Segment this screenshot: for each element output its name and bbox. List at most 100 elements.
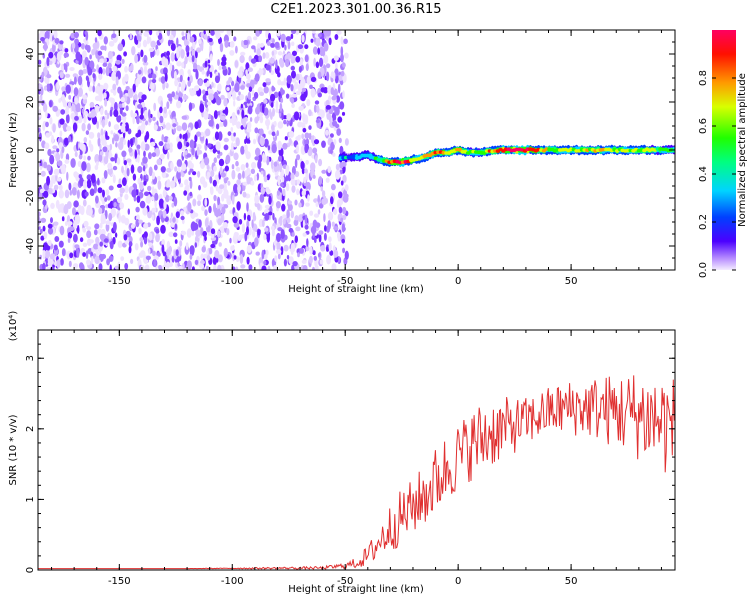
heatmap-noise-cell (264, 204, 270, 209)
heatmap-noise-cell (164, 58, 169, 68)
heatmap-noise-cell (237, 184, 241, 193)
heatmap-noise-cell (73, 200, 79, 208)
heatmap-noise-cell (164, 254, 168, 262)
heatmap-noise-cell (121, 58, 125, 64)
heatmap-noise-cell (188, 171, 191, 175)
heatmap-noise-cell (250, 180, 255, 186)
heatmap-noise-cell (333, 55, 339, 61)
heatmap-noise-cell (178, 82, 182, 88)
heatmap-noise-cell (98, 263, 103, 270)
heatmap-noise-cell (192, 171, 197, 176)
heatmap-noise-cell (210, 228, 216, 235)
heatmap-noise-cell (131, 46, 136, 56)
heatmap-noise-cell (184, 56, 188, 65)
heatmap-noise-cell (294, 215, 299, 221)
colorbar-tick-label: 0.8 (698, 70, 709, 86)
heatmap-noise-cell (328, 236, 332, 243)
heatmap-noise-cell (132, 94, 138, 100)
heatmap-noise-cell (223, 177, 228, 184)
heatmap-noise-cell (217, 264, 222, 270)
heatmap-noise-cell (313, 104, 317, 113)
heatmap-noise-cell (52, 55, 56, 64)
heatmap-noise-cell (297, 134, 302, 140)
heatmap-noise-cell (288, 227, 294, 233)
heatmap-noise-cell (51, 134, 55, 144)
heatmap-noise-cell (326, 71, 330, 82)
heatmap-noise-cell (124, 184, 129, 194)
heatmap-noise-cell (83, 155, 86, 161)
heatmap-noise-cell (91, 115, 98, 125)
heatmap-noise-cell (291, 70, 296, 79)
heatmap-noise-cell (74, 76, 77, 85)
heatmap-noise-cell (99, 241, 103, 247)
heatmap-noise-cell (137, 104, 143, 109)
heatmap-noise-cell (121, 150, 127, 158)
heatmap-noise-cell (176, 159, 183, 168)
heatmap-noise-cell (65, 73, 71, 78)
heatmap-noise-cell (110, 157, 115, 162)
heatmap-noise-cell (204, 82, 210, 87)
heatmap-noise-cell (210, 170, 215, 178)
heatmap-noise-cell (110, 207, 117, 218)
heatmap-noise-cell (51, 175, 55, 184)
heatmap-noise-cell (148, 109, 151, 119)
heatmap-noise-cell (280, 246, 284, 256)
heatmap-noise-cell (134, 243, 139, 251)
colorbar-tick-label: 0.2 (698, 214, 709, 230)
heatmap-noise-cell (294, 235, 298, 243)
heatmap-noise-cell (174, 79, 179, 87)
heatmap-noise-cell (78, 30, 81, 33)
heatmap-noise-cell (310, 162, 316, 172)
heatmap-noise-cell (72, 122, 78, 132)
heatmap-noise-cell (44, 204, 48, 210)
heatmap-noise-cell (183, 95, 189, 100)
heatmap-noise-cell (233, 212, 239, 218)
heatmap-noise-cell (214, 131, 220, 140)
heatmap-noise-cell (64, 221, 68, 227)
heatmap-noise-cell (173, 232, 178, 238)
colorbar-tick-label: 0.0 (698, 262, 709, 278)
heatmap-noise-cell (308, 132, 312, 140)
heatmap-noise-cell (160, 100, 163, 108)
heatmap-noise-cell (49, 117, 53, 125)
snr-plot-area (38, 330, 675, 570)
heatmap-noise-cell (186, 153, 192, 158)
heatmap-noise-cell (49, 60, 53, 65)
heatmap-noise-cell (217, 196, 221, 206)
heatmap-noise-cell (221, 65, 227, 71)
heatmap-noise-cell (214, 30, 220, 37)
heatmap-noise-cell (89, 144, 94, 152)
heatmap-noise-cell (144, 64, 147, 75)
heatmap-noise-cell (290, 210, 294, 219)
heatmap-noise-cell (305, 63, 309, 71)
heatmap-noise-cell (179, 240, 183, 247)
heatmap-noise-cell (301, 133, 305, 140)
heatmap-noise-cell (325, 30, 331, 37)
heatmap-noise-cell (79, 237, 84, 243)
heatmap-noise-cell (94, 37, 98, 43)
heatmap-noise-cell (159, 153, 165, 160)
heatmap-noise-cell (87, 123, 91, 131)
heatmap-noise-cell (160, 76, 166, 84)
heatmap-noise-cell (296, 144, 299, 153)
heatmap-noise-cell (193, 62, 198, 70)
heatmap-noise-cell (42, 249, 46, 260)
heatmap-noise-cell (200, 161, 205, 169)
heatmap-noise-cell (97, 30, 102, 37)
heatmap-noise-cell (240, 164, 246, 171)
heatmap-noise-cell (145, 120, 148, 126)
heatmap-noise-cell (131, 189, 137, 198)
heatmap-noise-cell (189, 36, 195, 43)
heatmap-noise-cell (78, 153, 83, 160)
heatmap-noise-cell (84, 30, 87, 35)
heatmap-noise-cell (177, 85, 180, 93)
heatmap-noise-cell (209, 53, 213, 61)
heatmap-noise-cell (189, 168, 194, 173)
heatmap-noise-cell (93, 243, 99, 250)
heatmap-noise-cell (202, 89, 206, 95)
heatmap-noise-cell (161, 239, 166, 246)
heatmap-noise-cell (104, 109, 108, 116)
heatmap-noise-cell (72, 73, 78, 78)
heatmap-noise-cell (134, 149, 138, 159)
heatmap-noise-cell (329, 149, 333, 155)
